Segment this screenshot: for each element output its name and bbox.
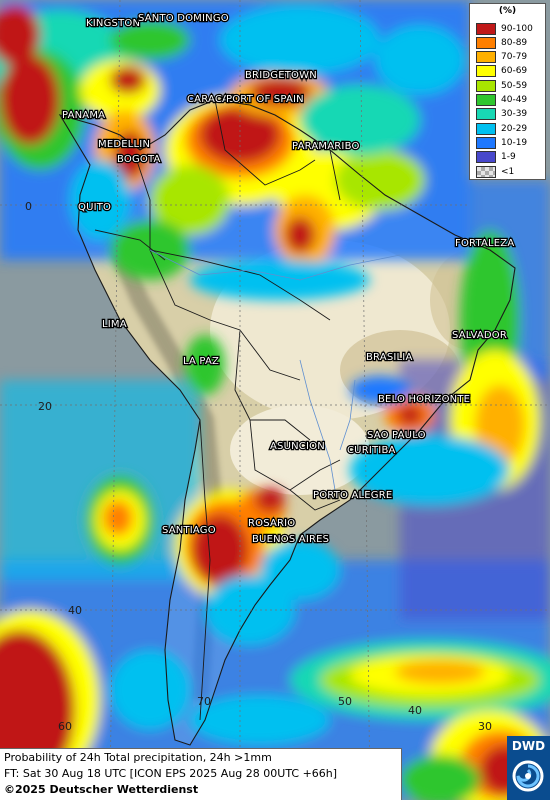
grid-label-lon-50: 50 xyxy=(338,695,352,708)
legend-swatch xyxy=(476,65,496,78)
city-santiago[interactable]: SANTIAGO xyxy=(161,524,217,538)
city-lima[interactable]: LIMA xyxy=(101,318,128,332)
legend-item: 1-9 xyxy=(476,151,516,164)
city-brasilia[interactable]: BRASILIA xyxy=(365,351,414,365)
legend-label: <1 xyxy=(501,166,515,177)
city-rosario[interactable]: ROSARIO xyxy=(247,517,297,531)
grid-label-lon-40: 40 xyxy=(408,704,422,717)
grid-label-lat-40: 40 xyxy=(68,604,82,617)
legend-item: 40-49 xyxy=(476,94,527,107)
city-salvador[interactable]: SALVADOR xyxy=(451,329,508,343)
city-port-of-spain[interactable]: PORT OF SPAIN xyxy=(225,93,305,107)
legend-label: 50-59 xyxy=(501,80,528,91)
city-medellin[interactable]: MEDELLIN xyxy=(97,138,152,152)
country-borders xyxy=(58,99,516,746)
city-panama[interactable]: PANAMA xyxy=(61,109,107,123)
copyright: ©2025 Deutscher Wetterdienst xyxy=(4,783,199,796)
grid-label-lat-0: 0 xyxy=(25,200,32,213)
legend-swatch xyxy=(476,36,496,49)
legend-item: 10-19 xyxy=(476,136,527,149)
legend-label: 90-100 xyxy=(501,23,533,34)
legend-item: <1 xyxy=(476,165,514,178)
city-fortaleza[interactable]: FORTALEZA xyxy=(454,237,516,251)
city-asuncion[interactable]: ASUNCION xyxy=(269,440,326,454)
legend-swatch xyxy=(476,108,496,121)
legend-label: 60-69 xyxy=(501,66,528,77)
legend-swatch xyxy=(476,151,496,164)
city-santo-domingo[interactable]: SANTO DOMINGO xyxy=(137,12,230,26)
legend-swatch xyxy=(476,136,496,149)
legend-label: 40-49 xyxy=(501,95,528,105)
legend-item: 70-79 xyxy=(476,51,527,64)
legend-item: 90-100 xyxy=(476,22,533,35)
city-paramaribo[interactable]: PARAMARIBO xyxy=(291,140,361,154)
dwd-swirl-icon xyxy=(512,760,544,792)
info-box: Probability of 24h Total precipitation, … xyxy=(0,748,402,800)
forecast-time: FT: Sat 30 Aug 18 UTC [ICON EPS 2025 Aug… xyxy=(4,767,338,780)
legend-swatch xyxy=(476,51,496,64)
product-description: Probability of 24h Total precipitation, … xyxy=(4,751,272,764)
city-bogota[interactable]: BOGOTA xyxy=(116,153,162,167)
city-curitiba[interactable]: CURITIBA xyxy=(346,444,397,458)
city-caracas[interactable]: CARACAS xyxy=(186,93,237,107)
legend-item: 50-59 xyxy=(476,79,527,92)
legend-label: 70-79 xyxy=(501,52,528,63)
legend-item: 20-29 xyxy=(476,122,527,135)
legend-swatch xyxy=(476,94,496,106)
city-buenos-aires[interactable]: BUENOS AIRES xyxy=(251,533,331,547)
legend-label: 1-9 xyxy=(501,152,516,163)
dwd-logo: DWD xyxy=(507,736,550,800)
city-belo-horizonte[interactable]: BELO HORIZONTE xyxy=(377,393,472,407)
city-labels: KINGSTON SANTO DOMINGO BRIDGETOWN CARACA… xyxy=(61,12,516,547)
legend-title: (%) xyxy=(498,6,517,16)
grid-label-lon-60: 60 xyxy=(58,720,72,733)
legend-item: 80-89 xyxy=(476,36,527,49)
legend-item: 60-69 xyxy=(476,65,527,78)
legend-swatch xyxy=(476,165,496,178)
legend-label: 20-29 xyxy=(501,123,528,134)
city-porto-alegre[interactable]: PORTO ALEGRE xyxy=(312,489,394,503)
legend-label: 30-39 xyxy=(501,109,528,120)
legend-swatch xyxy=(476,122,496,135)
dwd-logo-text: DWD xyxy=(511,739,546,753)
legend: (%) 90-100 80-89 70-79 60-69 50-59 40-49 30-39… xyxy=(469,3,546,180)
city-la-paz[interactable]: LA PAZ xyxy=(182,355,221,369)
legend-label: 10-19 xyxy=(501,137,528,148)
legend-swatch xyxy=(476,22,496,35)
legend-label: 80-89 xyxy=(501,37,528,48)
city-sao-paulo[interactable]: SAO PAULO xyxy=(366,429,427,443)
city-bridgetown[interactable]: BRIDGETOWN xyxy=(244,69,318,83)
city-kingston[interactable]: KINGSTON xyxy=(85,17,142,31)
grid-label-lat-20: 20 xyxy=(38,400,52,413)
grid-label-lon-30: 30 xyxy=(478,720,492,733)
legend-item: 30-39 xyxy=(476,108,527,121)
legend-swatch xyxy=(476,79,496,92)
city-quito[interactable]: QUITO xyxy=(77,201,113,215)
grid-label-lon-70: 70 xyxy=(197,695,211,708)
rivers xyxy=(149,249,401,491)
